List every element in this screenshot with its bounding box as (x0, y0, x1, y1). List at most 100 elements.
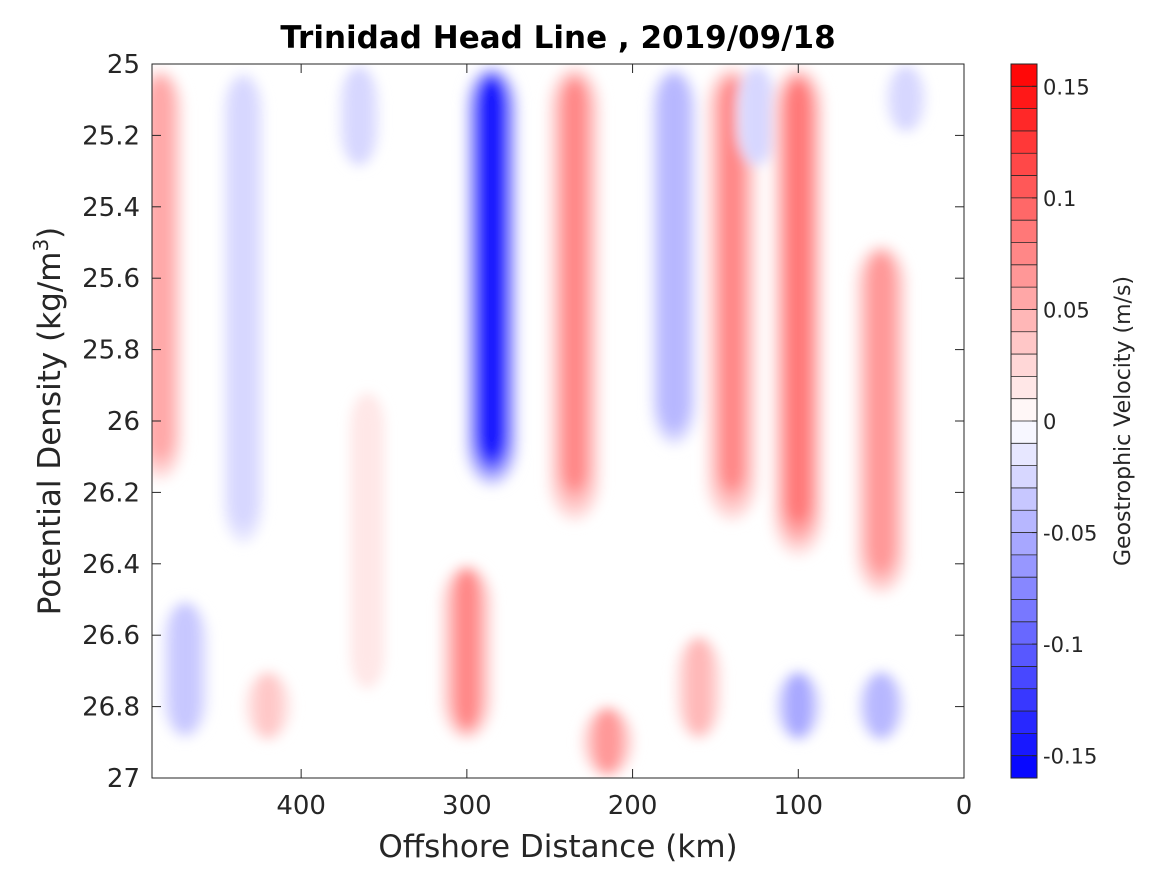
x-axis: 400 300 200 100 0 (276, 64, 972, 821)
colorbar-band (1011, 532, 1037, 556)
contour-band (895, 66, 917, 130)
colorbar-band (1011, 554, 1037, 578)
contour-band (152, 79, 171, 457)
colorbar-band (1011, 688, 1037, 712)
colorbar-band (1011, 331, 1037, 355)
colorbar-band (1011, 64, 1037, 87)
colorbar-band (1011, 621, 1037, 645)
y-axis-label-close: ) (32, 227, 68, 239)
velocity-feature (857, 671, 905, 741)
colorbar-tick-label: 0.1 (1043, 187, 1076, 211)
velocity-feature (222, 72, 264, 543)
y-axis-label-base: Potential Density (kg/m (32, 252, 68, 616)
contour-band (348, 67, 370, 163)
contour-band (721, 80, 743, 490)
colorbar-tick-label: -0.05 (1043, 522, 1097, 546)
x-axis-label: Offshore Distance (km) (378, 829, 737, 865)
y-tick-label: 25.8 (82, 336, 140, 366)
colorbar-band (1011, 264, 1037, 288)
velocity-feature (440, 564, 494, 740)
contour-band (870, 255, 892, 570)
velocity-feature (464, 66, 519, 487)
velocity-feature (580, 707, 635, 778)
y-tick-label: 25.4 (82, 193, 140, 223)
x-tick-label: 100 (773, 791, 823, 821)
contour-band (174, 604, 196, 731)
velocity-feature (547, 66, 602, 522)
contour-band (787, 673, 809, 737)
colorbar-band (1011, 487, 1037, 511)
colorbar-band (1011, 354, 1037, 377)
velocity-feature (161, 601, 209, 739)
y-axis-label: Potential Density (kg/m3) (29, 227, 68, 616)
y-tick-label: 26.4 (82, 550, 140, 580)
colorbar-band (1011, 376, 1037, 400)
y-axis: 25 25.2 25.4 25.6 25.8 26 26.2 26.4 26.6 26.8 27 (82, 50, 964, 794)
contour-band (787, 81, 809, 522)
velocity-feature (152, 69, 184, 481)
contour-band (597, 709, 619, 773)
contour-band (564, 80, 586, 490)
colorbar-band (1011, 755, 1037, 779)
colorbar-tick-label: 0.05 (1043, 298, 1090, 322)
no-data-region (152, 742, 964, 778)
colorbar-band (1011, 398, 1037, 422)
contour-band (481, 79, 503, 457)
contour-band (356, 396, 378, 680)
colorbar: -0.15 -0.1 -0.05 0 0.05 0.1 0.15 Geostrophic V… (1010, 63, 1136, 779)
colorbar-band (1011, 108, 1037, 132)
velocity-feature (338, 65, 380, 167)
x-tick-label: 200 (608, 791, 658, 821)
chart-title: Trinidad Head Line , 2019/09/18 (280, 20, 835, 56)
colorbar-ticks: -0.15 -0.1 -0.05 0 0.05 0.1 0.15 (1032, 75, 1097, 769)
velocity-contour-field (152, 65, 964, 778)
colorbar-band (1011, 465, 1037, 489)
colorbar-bands (1011, 64, 1037, 779)
colorbar-tick-label: -0.15 (1043, 745, 1097, 769)
y-tick-label: 27 (107, 764, 140, 794)
velocity-feature (736, 65, 778, 167)
colorbar-band (1011, 733, 1037, 757)
colorbar-band (1011, 644, 1037, 667)
colorbar-tick-label: 0 (1043, 410, 1056, 434)
velocity-feature (774, 671, 822, 741)
x-tick-label: 0 (956, 791, 973, 821)
velocity-feature (675, 636, 723, 740)
colorbar-band (1011, 130, 1037, 154)
velocity-feature (771, 66, 826, 557)
velocity-feature (244, 671, 292, 741)
contour-band (232, 81, 254, 522)
colorbar-label: Geostrophic Velocity (m/s) (1111, 276, 1136, 566)
contour-band (688, 639, 710, 734)
colorbar-band (1011, 86, 1037, 110)
colorbar-band (1011, 153, 1037, 177)
contour-band (257, 673, 279, 737)
x-tick-label: 400 (276, 791, 326, 821)
colorbar-band (1011, 599, 1037, 623)
contour-band (746, 67, 768, 163)
colorbar-band (1011, 577, 1037, 600)
plot-area (151, 63, 965, 779)
colorbar-band (1011, 510, 1037, 534)
y-tick-label: 26.8 (82, 693, 140, 723)
y-tick-label: 26.2 (82, 478, 140, 508)
colorbar-band (1011, 197, 1037, 221)
colorbar-band (1011, 287, 1037, 310)
colorbar-band (1011, 421, 1037, 444)
velocity-feature (705, 66, 759, 522)
y-axis-label-superscript: 3 (29, 239, 53, 252)
velocity-feature (854, 244, 908, 595)
colorbar-band (1011, 242, 1037, 266)
contour-band (870, 673, 892, 737)
x-tick-label: 300 (442, 791, 492, 821)
colorbar-band (1011, 443, 1037, 467)
contour-band (456, 570, 478, 728)
y-tick-label: 25.2 (82, 121, 140, 151)
colorbar-tick-label: -0.1 (1043, 633, 1084, 657)
colorbar-band (1011, 175, 1037, 199)
y-tick-label: 26 (107, 407, 140, 437)
contour-band (663, 78, 685, 424)
y-tick-label: 25 (107, 50, 140, 80)
colorbar-tick-label: 0.15 (1043, 75, 1090, 99)
